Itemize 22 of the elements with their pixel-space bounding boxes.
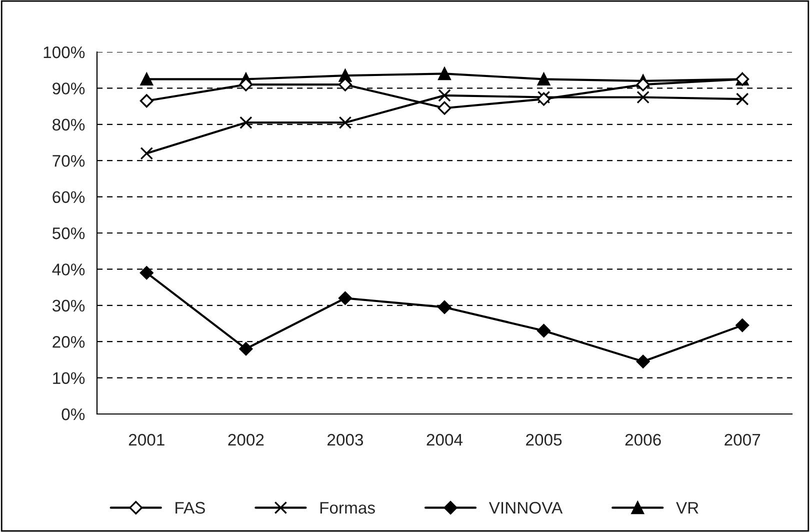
x-tick-label: 2007 bbox=[724, 434, 760, 446]
y-tick-label: 30% bbox=[52, 300, 85, 312]
x-tick-label: 2003 bbox=[328, 434, 364, 446]
x-tick-label: 2002 bbox=[228, 434, 264, 446]
y-tick-label: 90% bbox=[52, 82, 85, 94]
y-tick-label: 50% bbox=[52, 227, 85, 240]
y-tick-label: 60% bbox=[52, 191, 85, 204]
legend-label: Formas bbox=[320, 502, 375, 514]
y-tick-label: 0% bbox=[62, 408, 85, 420]
y-tick-label: 40% bbox=[52, 264, 85, 276]
y-tick-label: 20% bbox=[52, 336, 85, 348]
x-tick-label: 2005 bbox=[526, 434, 562, 446]
legend-label: FAS bbox=[176, 502, 205, 514]
x-tick-label: 2004 bbox=[426, 434, 463, 446]
y-tick-label: 70% bbox=[52, 155, 85, 167]
y-tick-label: 10% bbox=[53, 372, 85, 384]
y-tick-label: 100% bbox=[44, 46, 85, 58]
legend-label: VINNOVA bbox=[488, 502, 563, 514]
y-tick-label: 80% bbox=[52, 118, 85, 131]
x-tick-label: 2006 bbox=[625, 434, 661, 446]
legend-label: VR bbox=[676, 502, 698, 514]
x-tick-label: 2001 bbox=[128, 434, 164, 446]
